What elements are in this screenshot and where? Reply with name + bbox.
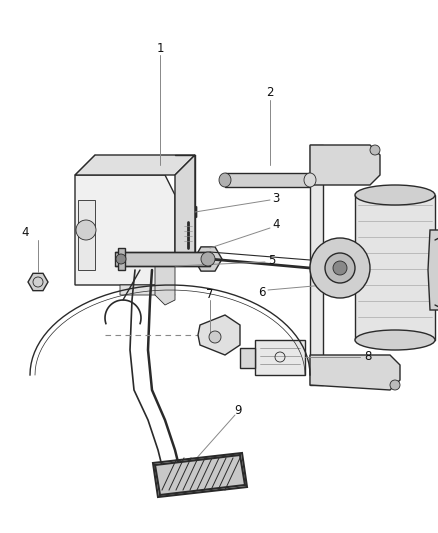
Text: 8: 8: [364, 351, 371, 364]
Ellipse shape: [219, 173, 230, 187]
Polygon shape: [254, 340, 304, 375]
Polygon shape: [155, 455, 244, 495]
Ellipse shape: [303, 173, 315, 187]
Text: 3: 3: [272, 191, 279, 205]
Polygon shape: [78, 200, 95, 270]
Text: 7: 7: [206, 287, 213, 301]
Polygon shape: [309, 145, 379, 185]
Polygon shape: [75, 175, 175, 285]
Polygon shape: [75, 155, 194, 175]
Polygon shape: [354, 195, 434, 340]
Ellipse shape: [354, 185, 434, 205]
Circle shape: [324, 253, 354, 283]
Circle shape: [208, 331, 220, 343]
Polygon shape: [198, 315, 240, 355]
Circle shape: [76, 220, 96, 240]
Ellipse shape: [354, 330, 434, 350]
Circle shape: [389, 380, 399, 390]
Text: 2: 2: [265, 86, 273, 100]
Text: 4: 4: [272, 219, 279, 231]
Text: 6: 6: [258, 286, 265, 298]
Polygon shape: [225, 173, 309, 187]
Polygon shape: [115, 252, 209, 266]
Circle shape: [332, 261, 346, 275]
Circle shape: [201, 252, 215, 266]
Circle shape: [116, 254, 126, 264]
Text: 4: 4: [21, 227, 28, 239]
Text: 1: 1: [156, 42, 163, 54]
Polygon shape: [155, 260, 175, 305]
Polygon shape: [240, 348, 254, 368]
Polygon shape: [309, 145, 322, 385]
Circle shape: [309, 238, 369, 298]
Polygon shape: [175, 155, 194, 260]
Polygon shape: [427, 230, 438, 310]
Text: 9: 9: [234, 403, 241, 416]
Text: 5: 5: [268, 254, 275, 266]
Polygon shape: [309, 355, 399, 390]
Circle shape: [369, 145, 379, 155]
Polygon shape: [118, 248, 125, 270]
Polygon shape: [120, 285, 175, 295]
